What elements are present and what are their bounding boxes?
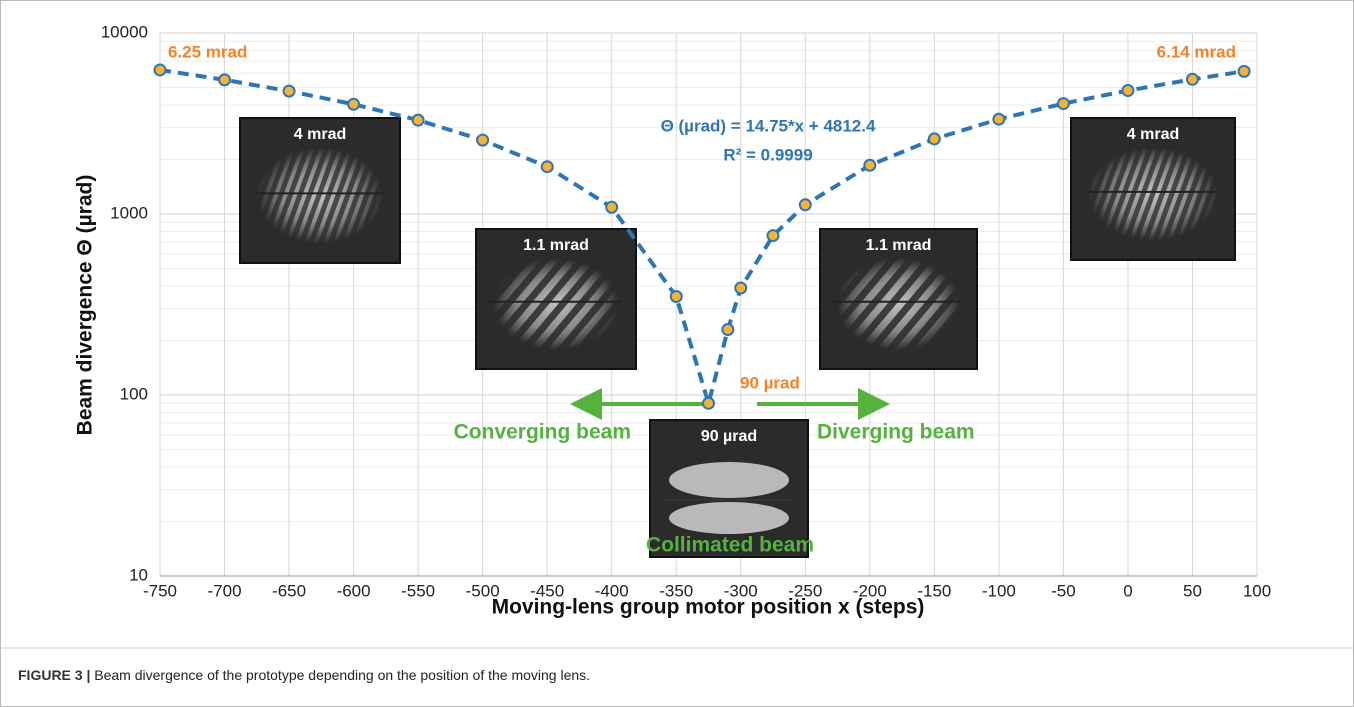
x-tick-label: -50 <box>1051 581 1076 600</box>
r-squared: R² = 0.9999 <box>723 145 812 164</box>
x-axis-title: Moving-lens group motor position x (step… <box>492 596 925 619</box>
x-tick-label: -600 <box>337 581 371 600</box>
insets: 4 mrad 1.1 mrad 1.1 mrad 4 mrad 90 µrad <box>239 117 1236 558</box>
x-tick-label: -250 <box>788 581 822 600</box>
data-point <box>347 97 361 111</box>
inset-label: 4 mrad <box>294 126 346 143</box>
data-point <box>927 132 941 146</box>
y-tick-label: 10 <box>129 565 148 584</box>
data-point <box>605 200 619 214</box>
inset-fringes <box>830 249 967 359</box>
inset-label: 1.1 mrad <box>523 237 589 254</box>
x-tick-label: -550 <box>401 581 435 600</box>
y-tick-label: 100 <box>120 384 148 403</box>
x-tick-label: -150 <box>917 581 951 600</box>
x-tick-label: -700 <box>208 581 242 600</box>
caption: FIGURE 3 | Beam divergence of the protot… <box>18 667 590 683</box>
x-tick-label: -650 <box>272 581 306 600</box>
data-point <box>702 396 715 410</box>
data-point <box>411 113 425 127</box>
x-tick-label: 50 <box>1183 581 1202 600</box>
x-tick-label: -750 <box>143 581 177 600</box>
data-point <box>153 63 167 77</box>
data-point <box>766 229 780 243</box>
inset-fringes <box>486 249 626 359</box>
y-tick-label: 1000 <box>110 203 148 222</box>
data-point <box>476 133 490 147</box>
data-point <box>540 160 554 174</box>
data-point <box>734 281 748 295</box>
x-tick-label: -300 <box>724 581 758 600</box>
annotation: Diverging beam <box>817 421 975 444</box>
x-tick-label: 100 <box>1243 581 1271 600</box>
x-tick-label: -400 <box>595 581 629 600</box>
y-tick-label: 10000 <box>101 22 148 41</box>
annotation: 6.14 mrad <box>1157 42 1236 61</box>
inset-spot <box>669 502 789 534</box>
data-point <box>282 84 296 98</box>
data-point <box>1185 72 1199 86</box>
x-tick-label: -450 <box>530 581 564 600</box>
data-point <box>1056 97 1070 111</box>
x-tick-label: -500 <box>466 581 500 600</box>
data-point <box>798 198 812 212</box>
caption-text: Beam divergence of the prototype dependi… <box>90 667 590 683</box>
data-point <box>1237 64 1251 78</box>
data-point <box>992 112 1006 126</box>
series <box>153 63 1251 410</box>
annotation: Converging beam <box>454 421 631 444</box>
inset-label: 4 mrad <box>1127 126 1179 143</box>
x-tick-label: -350 <box>659 581 693 600</box>
annotation: 6.25 mrad <box>168 42 247 61</box>
data-point <box>863 158 877 172</box>
data-point <box>721 323 735 337</box>
inset-fringes <box>1081 138 1225 250</box>
data-point <box>218 73 232 87</box>
x-tick-label: -200 <box>853 581 887 600</box>
y-axis-title: Beam divergence Θ (µrad) <box>74 175 97 436</box>
annotation: 90 µrad <box>740 373 800 392</box>
inset-label: 1.1 mrad <box>866 237 932 254</box>
data-point <box>1121 84 1135 98</box>
caption-label: FIGURE 3 | <box>18 667 90 683</box>
x-tick-label: 0 <box>1123 581 1132 600</box>
x-tick-label: -100 <box>982 581 1016 600</box>
annotation: Collimated beam <box>646 534 814 557</box>
inset-spot <box>669 462 789 498</box>
data-point <box>669 290 683 304</box>
inset-label: 90 µrad <box>701 428 757 445</box>
equation: Θ (µrad) = 14.75*x + 4812.4 <box>661 116 876 135</box>
inset-fringes <box>250 138 390 253</box>
